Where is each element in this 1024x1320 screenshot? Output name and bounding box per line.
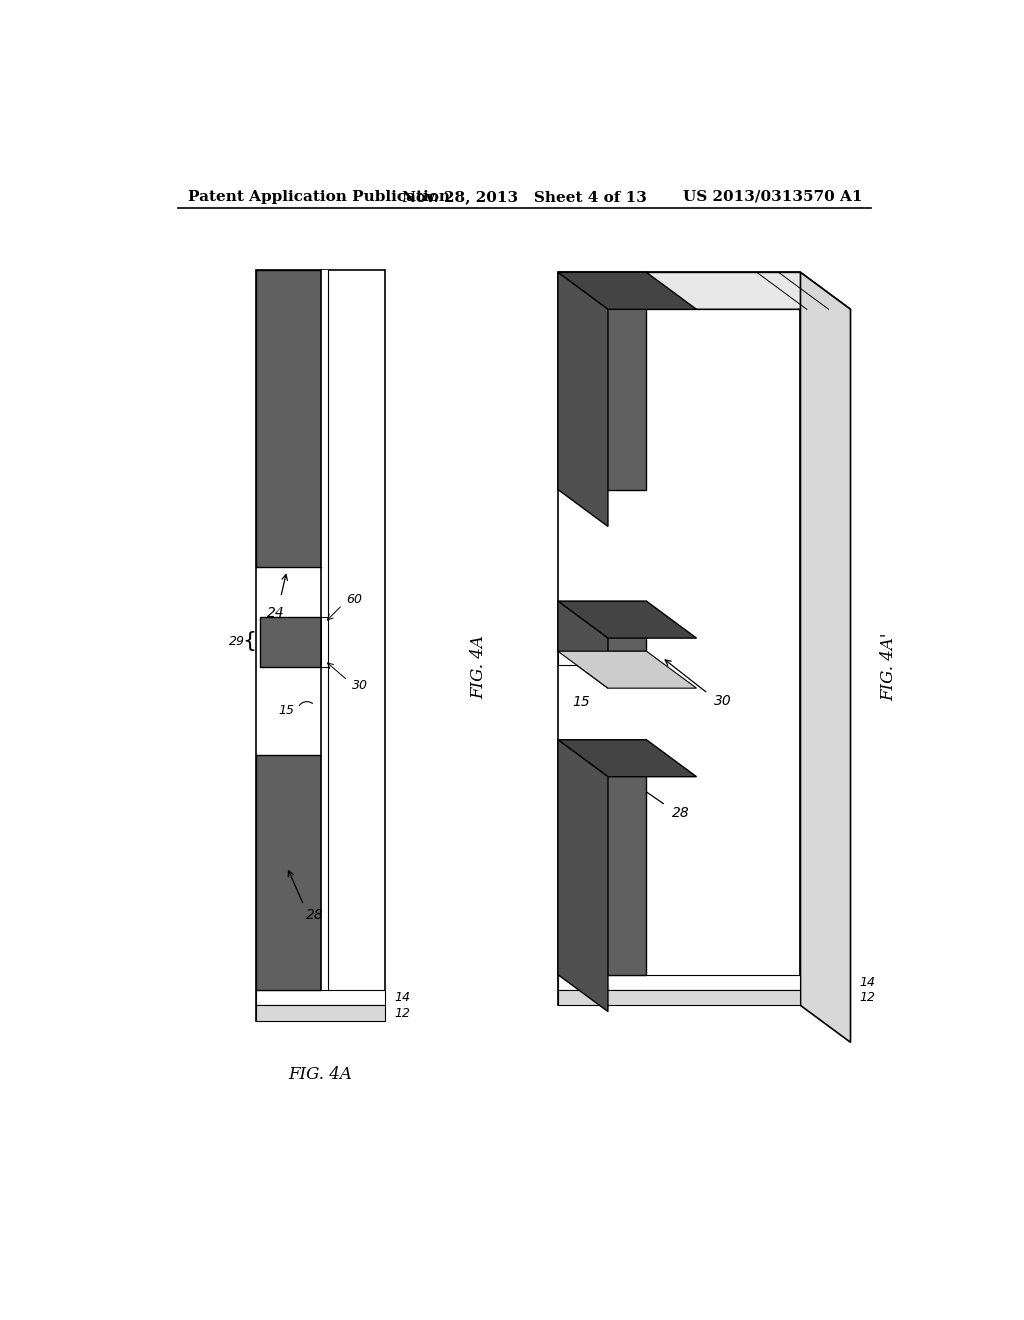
Polygon shape xyxy=(321,616,329,667)
Text: FIG. 4A: FIG. 4A xyxy=(470,635,487,698)
Text: 30: 30 xyxy=(714,694,732,709)
Text: Nov. 28, 2013   Sheet 4 of 13: Nov. 28, 2013 Sheet 4 of 13 xyxy=(402,190,647,203)
Polygon shape xyxy=(801,272,851,1043)
Text: 60: 60 xyxy=(346,593,362,606)
Text: 12: 12 xyxy=(394,1007,410,1019)
Text: 14: 14 xyxy=(860,975,876,989)
Text: FIG. 4A: FIG. 4A xyxy=(289,1067,352,1084)
Polygon shape xyxy=(256,271,385,1020)
Polygon shape xyxy=(558,990,801,1006)
Polygon shape xyxy=(256,271,321,566)
Polygon shape xyxy=(558,272,608,527)
Polygon shape xyxy=(256,1006,385,1020)
Text: 14: 14 xyxy=(394,991,410,1005)
Text: 28: 28 xyxy=(672,807,689,820)
Text: 28: 28 xyxy=(306,908,324,921)
Text: 30: 30 xyxy=(351,680,368,693)
Text: FIG. 4A': FIG. 4A' xyxy=(881,632,897,701)
Polygon shape xyxy=(558,272,851,309)
Polygon shape xyxy=(558,601,608,688)
Polygon shape xyxy=(558,601,646,651)
Polygon shape xyxy=(558,974,801,990)
Polygon shape xyxy=(558,739,696,776)
Polygon shape xyxy=(558,272,696,309)
Polygon shape xyxy=(558,651,696,688)
Polygon shape xyxy=(558,601,696,638)
Text: 29: 29 xyxy=(229,635,246,648)
Text: US 2013/0313570 A1: US 2013/0313570 A1 xyxy=(683,190,862,203)
Polygon shape xyxy=(256,755,321,990)
Text: 12: 12 xyxy=(860,991,876,1005)
Text: Patent Application Publication: Patent Application Publication xyxy=(188,190,451,203)
Text: 15: 15 xyxy=(572,696,590,709)
Text: 24: 24 xyxy=(266,606,285,619)
Polygon shape xyxy=(256,990,385,1006)
Polygon shape xyxy=(558,739,646,974)
Polygon shape xyxy=(321,755,329,990)
Polygon shape xyxy=(558,739,608,1011)
Polygon shape xyxy=(558,651,646,665)
Polygon shape xyxy=(558,272,801,1006)
Polygon shape xyxy=(260,616,321,667)
Text: {: { xyxy=(242,631,256,651)
Polygon shape xyxy=(321,271,329,566)
Text: 15: 15 xyxy=(279,705,295,717)
Polygon shape xyxy=(558,272,646,490)
